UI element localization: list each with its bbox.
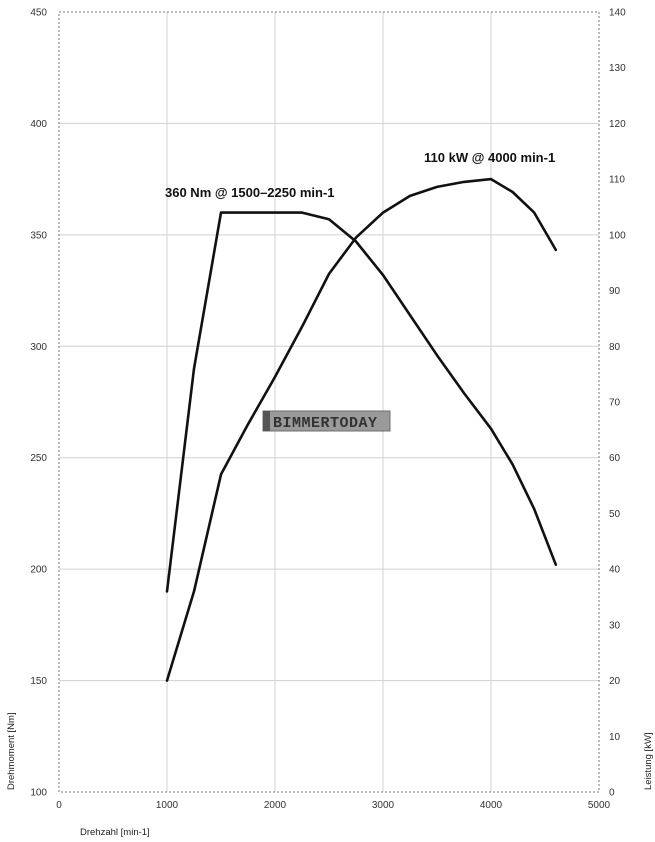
watermark-mark (263, 411, 270, 431)
torque-annotation: 360 Nm @ 1500–2250 min-1 (165, 185, 335, 200)
y-left-tick-label: 200 (30, 565, 47, 576)
x-tick-label: 0 (56, 800, 62, 811)
y-right-tick-label: 60 (609, 453, 621, 464)
y-right-tick-label: 120 (609, 119, 626, 130)
y-right-tick-label: 100 (609, 230, 626, 241)
y-right-tick-label: 80 (609, 342, 621, 353)
y-left-tick-label: 300 (30, 342, 47, 353)
plot-frame (58, 11, 600, 793)
watermark: BIMMERTODAY (262, 410, 391, 432)
x-tick-label: 4000 (480, 800, 503, 811)
y-right-tick-label: 30 (609, 620, 621, 631)
y-left-tick-label: 400 (30, 119, 47, 130)
y-right-tick-label: 140 (609, 8, 626, 19)
x-axis-label: Drehzahl [min-1] (80, 827, 150, 838)
y-left-tick-label: 450 (30, 8, 47, 19)
y-left-tick-label: 150 (30, 676, 47, 687)
y-axis-right-label: Leistung [kW] (643, 732, 654, 790)
y-right-tick-label: 90 (609, 286, 621, 297)
y-right-tick-label: 40 (609, 565, 621, 576)
y-right-tick-label: 50 (609, 509, 621, 520)
watermark-text: BIMMERTODAY (273, 415, 378, 432)
series-layer (165, 177, 558, 682)
x-tick-label: 5000 (588, 800, 611, 811)
y-right-tick-label: 10 (609, 732, 621, 743)
power-curve (165, 177, 558, 682)
x-tick-label: 3000 (372, 800, 395, 811)
power-annotation: 110 kW @ 4000 min-1 (424, 150, 555, 165)
y-right-tick-label: 0 (609, 788, 615, 799)
y-axis-left-label: Drehmoment [Nm] (6, 712, 17, 790)
grid (59, 12, 599, 792)
y-right-tick-label: 70 (609, 398, 621, 409)
tick-labels: 0 1000 2000 3000 4000 50001001502002503003504… (30, 8, 626, 812)
x-tick-label: 1000 (156, 800, 179, 811)
y-left-tick-label: 100 (30, 788, 47, 799)
y-left-tick-label: 250 (30, 453, 47, 464)
y-right-tick-label: 110 (609, 175, 625, 186)
y-right-tick-label: 20 (609, 676, 621, 687)
torque-curve (165, 211, 558, 593)
y-left-tick-label: 350 (30, 230, 47, 241)
x-tick-label: 2000 (264, 800, 287, 811)
y-right-tick-label: 130 (609, 63, 626, 74)
